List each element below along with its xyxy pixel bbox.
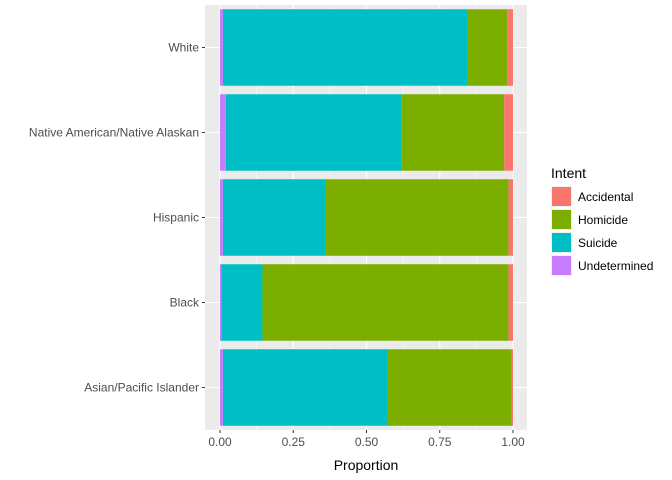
y-tick-label: Asian/Pacific Islander (84, 381, 199, 395)
legend-label: Accidental (578, 190, 633, 204)
bar-segment-suicide (222, 179, 326, 256)
bar-segment-undetermined (220, 9, 223, 86)
bar-segment-homicide (387, 349, 512, 426)
bar-segment-accidental (507, 9, 513, 86)
legend-swatch-homicide (552, 210, 571, 229)
bar-segment-homicide (262, 264, 509, 341)
bar-segment-suicide (221, 264, 263, 341)
legend-swatch-undetermined (552, 256, 571, 275)
bar-segment-undetermined (220, 349, 223, 426)
bar-segment-accidental (511, 349, 513, 426)
bar-segment-undetermined (220, 179, 223, 256)
legend-label: Undetermined (578, 259, 653, 273)
bar-segment-suicide (222, 9, 468, 86)
y-tick-label: White (168, 41, 199, 55)
bars (220, 9, 513, 426)
x-axis-labels: 0.00 0.25 0.50 0.75 1.00 (208, 430, 525, 449)
y-tick-label: Native American/Native Alaskan (29, 126, 199, 140)
bar-segment-homicide (401, 94, 505, 171)
bar-segment-accidental (504, 94, 513, 171)
x-tick-label: 1.00 (501, 435, 525, 449)
legend-title: Intent (551, 165, 586, 181)
x-tick-label: 0.00 (208, 435, 232, 449)
y-axis-labels: White Native American/Native Alaskan Hispa… (29, 41, 205, 395)
y-tick-label: Hispanic (153, 211, 199, 225)
x-tick-label: 0.25 (282, 435, 306, 449)
y-tick-label: Black (170, 296, 200, 310)
bar-segment-suicide (222, 349, 388, 426)
bar-segment-undetermined (220, 264, 222, 341)
legend-items: Accidental Homicide Suicide Undetermined (551, 186, 653, 276)
bar-segment-accidental (508, 179, 513, 256)
legend-label: Suicide (578, 236, 618, 250)
bar-segment-homicide (467, 9, 508, 86)
legend-label: Homicide (578, 213, 628, 227)
bar-segment-undetermined (220, 94, 226, 171)
legend-swatch-accidental (552, 187, 571, 206)
bar-segment-suicide (225, 94, 402, 171)
bar-segment-homicide (325, 179, 509, 256)
bar-segment-accidental (508, 264, 513, 341)
legend: Intent Accidental Homicide Suicide Undeterm… (551, 165, 653, 276)
x-axis-title: Proportion (334, 457, 399, 473)
x-tick-label: 0.50 (355, 435, 379, 449)
legend-swatch-suicide (552, 233, 571, 252)
x-tick-label: 0.75 (428, 435, 452, 449)
